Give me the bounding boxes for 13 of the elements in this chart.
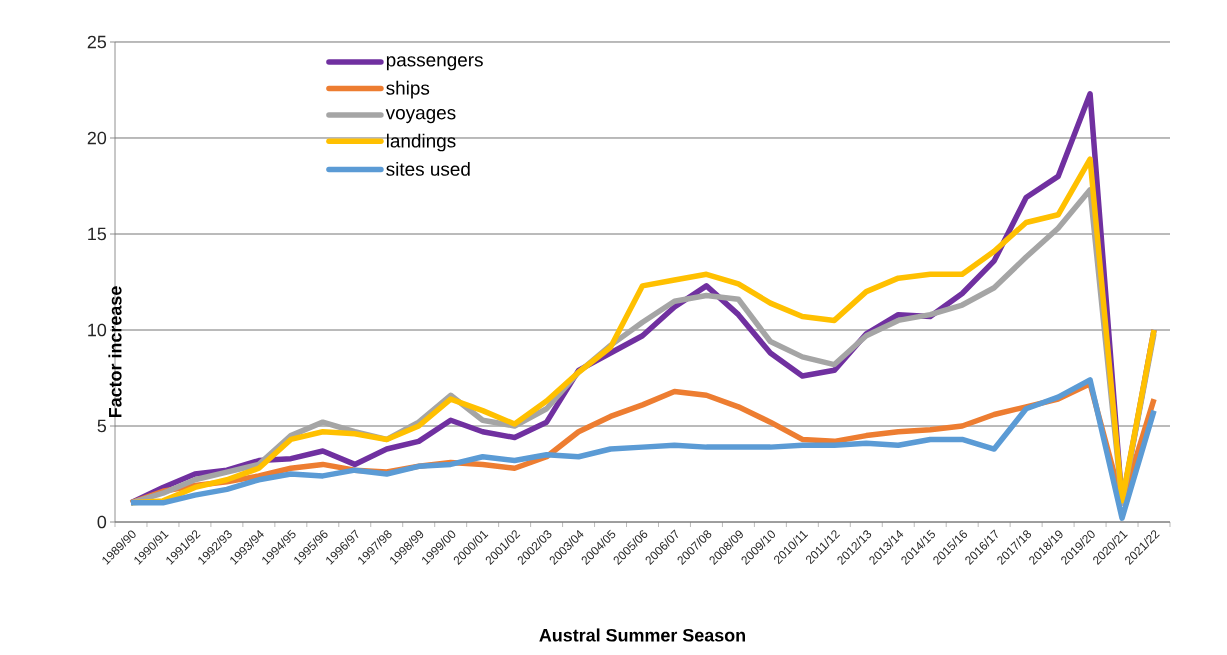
- x-axis-title: Austral Summer Season: [539, 628, 746, 642]
- y-tick-label: 10: [88, 323, 107, 337]
- y-axis-title: Factor increase: [108, 286, 122, 418]
- y-tick-label: 5: [97, 419, 107, 433]
- legend-label: landings: [386, 133, 456, 152]
- legend-label: voyages: [385, 109, 456, 124]
- y-tick-label: 25: [87, 35, 107, 49]
- y-tick-label: 0: [97, 515, 107, 529]
- legend-label: sites used: [386, 161, 470, 176]
- y-tick-label: 20: [87, 131, 107, 145]
- legend-label: ships: [386, 80, 430, 99]
- legend-label: passengers: [386, 56, 483, 71]
- y-tick-label: 15: [88, 227, 107, 241]
